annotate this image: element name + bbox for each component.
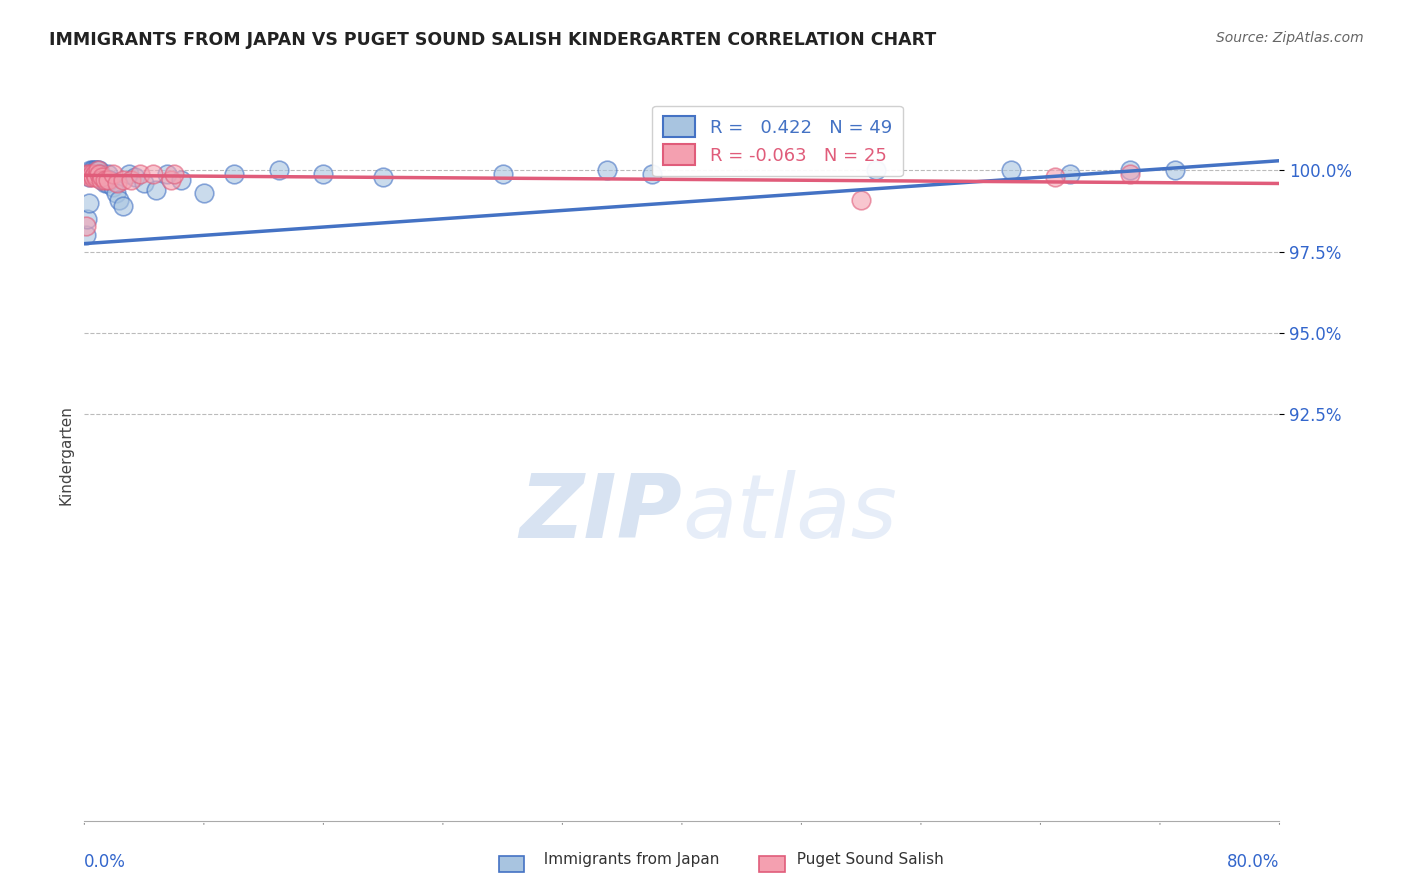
Point	[97, 167, 120, 181]
Point	[91, 173, 114, 187]
Point	[82, 167, 104, 181]
Point	[82, 169, 104, 184]
Point	[79, 167, 101, 181]
Point	[97, 173, 120, 187]
Point	[76, 212, 98, 227]
Y-axis label: Kindergarten: Kindergarten	[58, 405, 73, 505]
Point	[163, 167, 186, 181]
Point	[91, 169, 114, 184]
Point	[93, 173, 115, 187]
Point	[87, 163, 110, 178]
Point	[1000, 163, 1022, 178]
Text: Source: ZipAtlas.com: Source: ZipAtlas.com	[1216, 31, 1364, 45]
Text: Immigrants from Japan: Immigrants from Japan	[534, 852, 720, 867]
Point	[86, 167, 108, 181]
Point	[94, 173, 117, 187]
Point	[267, 163, 290, 178]
Point	[83, 167, 105, 181]
Text: atlas: atlas	[682, 470, 897, 557]
Point	[851, 193, 873, 207]
Point	[118, 167, 141, 181]
Point	[492, 167, 515, 181]
Text: 0.0%: 0.0%	[84, 853, 127, 871]
Text: 80.0%: 80.0%	[1227, 853, 1279, 871]
Point	[76, 167, 98, 181]
Point	[132, 177, 156, 191]
Point	[312, 167, 335, 181]
Point	[865, 163, 887, 178]
Point	[98, 173, 121, 187]
Point	[89, 163, 111, 178]
Point	[94, 177, 117, 191]
Point	[83, 163, 105, 178]
Text: ZIP: ZIP	[519, 470, 682, 557]
Point	[170, 173, 193, 187]
Point	[90, 167, 112, 181]
Point	[222, 167, 245, 181]
Point	[160, 173, 183, 187]
Point	[96, 177, 118, 191]
Point	[75, 219, 97, 233]
Point	[90, 169, 112, 184]
Point	[77, 196, 100, 211]
Point	[89, 167, 111, 181]
Point	[77, 169, 100, 184]
Point	[77, 167, 100, 181]
Point	[82, 163, 104, 178]
Point	[105, 177, 128, 191]
Point	[1045, 169, 1067, 184]
Point	[373, 169, 395, 184]
Point	[128, 167, 150, 181]
Point	[86, 163, 108, 178]
Point	[641, 167, 664, 181]
Point	[142, 167, 165, 181]
Point	[1119, 167, 1142, 181]
Point	[89, 167, 111, 181]
Point	[1119, 163, 1142, 178]
Point	[79, 163, 101, 178]
Point	[124, 169, 146, 184]
Point	[596, 163, 619, 178]
Point	[155, 167, 177, 181]
Point	[75, 228, 97, 243]
Point	[112, 173, 135, 187]
Legend: R =   0.422   N = 49, R = -0.063   N = 25: R = 0.422 N = 49, R = -0.063 N = 25	[652, 105, 903, 176]
Point	[120, 173, 142, 187]
Point	[145, 183, 167, 197]
Point	[101, 167, 124, 181]
Point	[86, 169, 108, 184]
Point	[112, 199, 135, 213]
Point	[87, 169, 110, 184]
Point	[80, 167, 103, 181]
Point	[79, 169, 101, 184]
Point	[1059, 167, 1081, 181]
Point	[87, 163, 110, 178]
Point	[90, 173, 112, 187]
Text: Puget Sound Salish: Puget Sound Salish	[787, 852, 943, 867]
Point	[1164, 163, 1187, 178]
Point	[80, 163, 103, 178]
Point	[101, 179, 124, 194]
Point	[83, 167, 105, 181]
Point	[193, 186, 215, 201]
Point	[104, 186, 127, 201]
Point	[107, 193, 129, 207]
Text: IMMIGRANTS FROM JAPAN VS PUGET SOUND SALISH KINDERGARTEN CORRELATION CHART: IMMIGRANTS FROM JAPAN VS PUGET SOUND SAL…	[49, 31, 936, 49]
Point	[80, 167, 103, 181]
